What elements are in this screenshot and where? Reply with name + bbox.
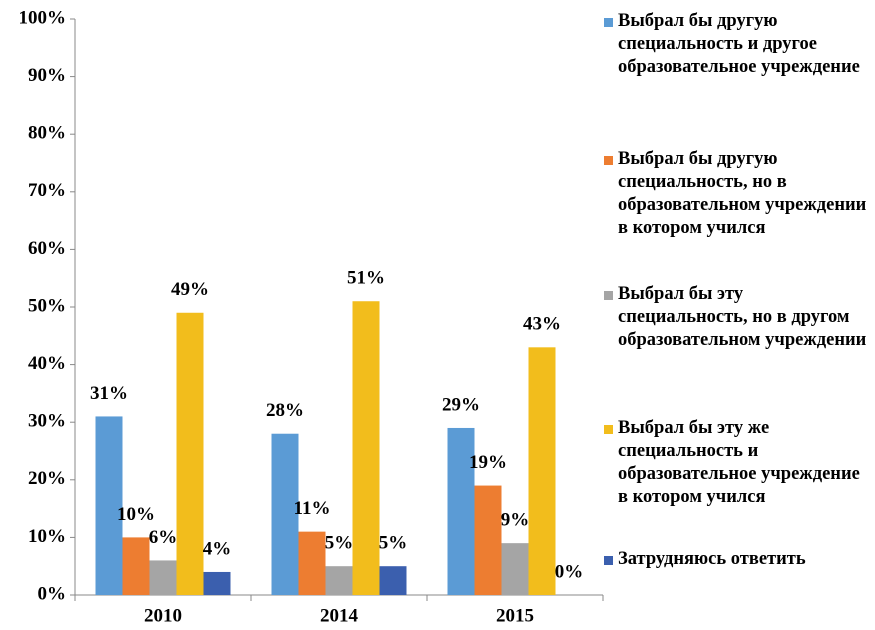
y-tick-label: 0%: [38, 583, 67, 604]
y-tick-label: 10%: [28, 526, 66, 547]
bar: [95, 416, 123, 595]
data-label: 29%: [442, 394, 480, 415]
data-label: 4%: [203, 538, 232, 559]
bar: [176, 312, 204, 595]
bar: [501, 543, 529, 595]
data-label: 19%: [469, 452, 507, 473]
y-tick-label: 30%: [28, 411, 66, 432]
data-label: 43%: [523, 314, 561, 335]
bar: [528, 347, 556, 595]
x-tick-label: 2014: [320, 605, 359, 626]
data-label: 0%: [555, 561, 584, 582]
bar: [379, 566, 407, 595]
data-label: 5%: [379, 533, 408, 554]
y-tick-label: 90%: [28, 65, 66, 86]
y-tick-label: 50%: [28, 295, 66, 316]
data-label: 5%: [325, 533, 354, 554]
legend-swatch: [604, 425, 613, 434]
legend-item: Выбрал бы эту же специальность и образов…: [604, 417, 872, 509]
legend-label: Выбрал бы другую специальность и другое …: [618, 11, 860, 77]
legend-item: Выбрал бы другую специальность и другое …: [604, 10, 872, 79]
legend-swatch: [604, 18, 613, 27]
bar: [447, 427, 475, 595]
bar: [474, 485, 502, 595]
bar: [149, 560, 177, 595]
y-tick-label: 80%: [28, 123, 66, 144]
bar: [271, 433, 299, 595]
bar: [122, 537, 150, 595]
bar: [298, 531, 326, 595]
y-tick-label: 100%: [19, 7, 67, 28]
x-tick-label: 2015: [496, 605, 534, 626]
legend-swatch: [604, 291, 613, 300]
y-tick-label: 20%: [28, 468, 66, 489]
legend-label: Затрудняюсь ответить: [618, 549, 806, 569]
legend-swatch: [604, 156, 613, 165]
y-tick-label: 40%: [28, 353, 66, 374]
y-tick-label: 60%: [28, 238, 66, 259]
legend-label: Выбрал бы другую специальность, но в обр…: [618, 149, 867, 238]
data-label: 28%: [266, 400, 304, 421]
legend-label: Выбрал бы эту же специальность и образов…: [618, 418, 860, 507]
bar: [203, 571, 231, 595]
legend-item: Выбрал бы эту специальность, но в другом…: [604, 283, 872, 352]
legend-label: Выбрал бы эту специальность, но в другом…: [618, 284, 867, 350]
data-label: 6%: [149, 527, 178, 548]
data-label: 51%: [347, 268, 385, 289]
legend-item: Затрудняюсь ответить: [604, 548, 872, 571]
bar: [325, 566, 353, 595]
data-label: 31%: [90, 383, 128, 404]
data-label: 49%: [171, 279, 209, 300]
data-label: 10%: [117, 504, 155, 525]
bar: [352, 301, 380, 595]
y-tick-label: 70%: [28, 180, 66, 201]
data-label: 11%: [294, 498, 331, 519]
data-label: 9%: [501, 510, 530, 531]
x-tick-label: 2010: [144, 605, 182, 626]
legend-item: Выбрал бы другую специальность, но в обр…: [604, 148, 872, 240]
legend-swatch: [604, 556, 613, 565]
